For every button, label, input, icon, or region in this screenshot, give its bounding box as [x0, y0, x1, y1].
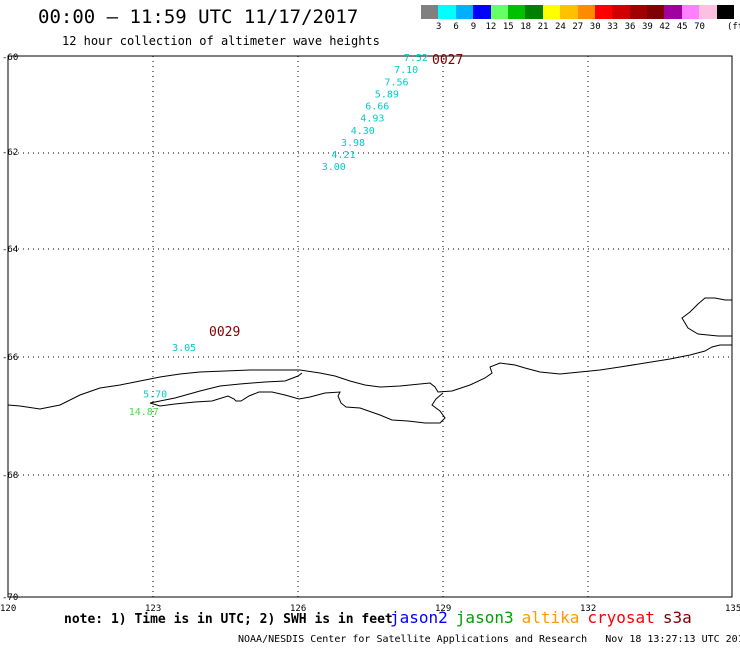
- legend-label: 15: [502, 22, 514, 32]
- wave-height-value: 14.87: [129, 407, 159, 418]
- satellite-name: jason2: [390, 608, 448, 627]
- legend-label: 42: [659, 22, 671, 32]
- wave-height-value: 3.98: [341, 138, 365, 149]
- lat-label: -68: [2, 471, 18, 481]
- legend-swatch: [664, 5, 682, 19]
- latitude-labels: -60 -62 -64 -66 -68 -70: [2, 53, 18, 603]
- track-id-label: 0029: [209, 325, 240, 340]
- legend-label: 30: [589, 22, 601, 32]
- coastline-bay: [149, 391, 446, 424]
- legend-swatch: [525, 5, 543, 19]
- wave-height-value: 6.66: [365, 102, 389, 113]
- satellite-name: cryosat: [587, 608, 655, 627]
- legend-label: 33: [607, 22, 619, 32]
- wave-height-value: 4.21: [331, 150, 355, 161]
- lat-label: -60: [2, 53, 18, 63]
- legend-swatch: [421, 5, 439, 19]
- satellite-name: s3a: [662, 608, 692, 627]
- lon-label: 129: [435, 604, 451, 614]
- legend-label: 27: [572, 22, 584, 32]
- wave-height-value: 3.00: [322, 162, 346, 173]
- legend-swatch: [612, 5, 630, 19]
- longitude-labels: 120 123 126 129 132 135: [0, 604, 740, 614]
- lat-label: -66: [2, 353, 18, 363]
- legend-swatches: [421, 5, 735, 19]
- map-frame: [7, 55, 733, 598]
- legend-swatch: [560, 5, 578, 19]
- legend-label: 9: [470, 22, 477, 32]
- legend-swatch: [681, 5, 700, 19]
- satellite-name: altika: [521, 608, 580, 627]
- lat-label: -64: [2, 245, 18, 255]
- legend-labels: 3 6 9 12 15 18 21 24 27 30 33 36 39 42 45 70: [430, 22, 734, 32]
- lon-label: 132: [580, 604, 596, 614]
- legend-swatch: [473, 5, 491, 19]
- satellite-legend: jason2 jason3 altika cryosat s3a: [390, 608, 700, 627]
- lat-label: -62: [2, 148, 18, 158]
- legend-label: 6: [453, 22, 459, 32]
- map-subtitle: 12 hour collection of altimeter wave hei…: [62, 34, 380, 48]
- legend-swatch: [490, 5, 508, 19]
- wave-height-value: 7.10: [394, 65, 418, 76]
- units-note: note: 1) Time is in UTC; 2) SWH is in fe…: [64, 612, 393, 627]
- legend-swatch: [455, 5, 474, 19]
- legend-label: 3: [435, 22, 442, 32]
- legend-label: 18: [520, 22, 532, 32]
- legend-label: 36: [624, 22, 636, 32]
- graticule: [8, 56, 732, 597]
- legend-label: 70: [694, 22, 705, 32]
- legend-label: 24: [555, 22, 566, 32]
- lon-label: 135: [725, 604, 740, 614]
- legend-swatch: [699, 5, 717, 19]
- lat-label: -70: [2, 593, 18, 603]
- lon-label: 123: [145, 604, 161, 614]
- coastline-east: [681, 297, 732, 337]
- legend-label: 12: [485, 22, 497, 32]
- lon-label: 120: [0, 604, 16, 614]
- wave-height-value: 4.93: [360, 114, 384, 125]
- wave-height-value: 7.56: [385, 77, 409, 88]
- coastline-inlet: [149, 372, 303, 404]
- wave-height-value: 3.05: [172, 343, 196, 354]
- legend-swatch: [438, 5, 456, 19]
- map-title: 00:00 – 11:59 UTC 11/17/2017: [38, 6, 359, 28]
- legend-swatch: [577, 5, 595, 19]
- wave-height-value: 4.30: [351, 126, 375, 137]
- legend-swatch: [507, 5, 526, 19]
- footer-credit: NOAA/NESDIS Center for Satellite Applica…: [238, 634, 740, 645]
- legend-swatch: [629, 5, 648, 19]
- wave-height-value: 5.89: [375, 89, 399, 100]
- antarctic-coastline: [7, 344, 732, 410]
- legend-swatch: [716, 5, 735, 19]
- legend-label: 45: [676, 22, 688, 32]
- lon-label: 126: [290, 604, 306, 614]
- legend-unit: (ft): [727, 22, 740, 32]
- legend-swatch: [594, 5, 613, 19]
- wave-height-labels: 7.527.107.565.89 6.664.934.303.984.213.00…: [129, 53, 428, 418]
- legend-swatch: [542, 5, 561, 19]
- track-id-label: 0027: [432, 53, 463, 68]
- legend-label: 39: [641, 22, 653, 32]
- wave-height-value: 5.70: [143, 389, 167, 400]
- satellite-name: jason3: [455, 608, 514, 627]
- legend-swatch: [647, 5, 665, 19]
- legend-label: 21: [537, 22, 549, 32]
- wave-height-value: 7.52: [404, 53, 428, 64]
